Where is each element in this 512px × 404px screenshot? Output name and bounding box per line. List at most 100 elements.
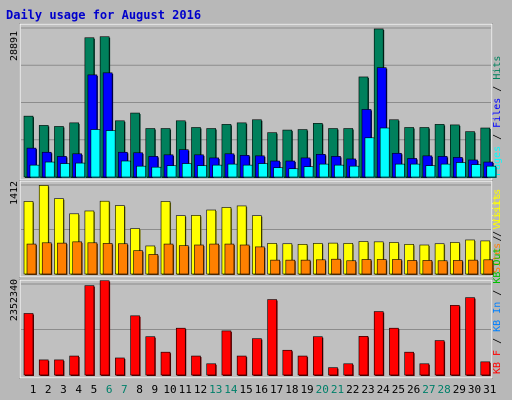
bar-sites-day-19 [300,259,311,275]
bar-sites-day-21 [331,258,341,275]
bar-pages-day-29 [456,162,466,178]
x-tick-label: 9 [151,383,158,396]
bar-pages-day-20 [318,163,329,178]
x-tick-label: 12 [194,383,207,396]
bar-kb-f-day-13 [206,363,217,376]
bar-pages-day-27 [425,165,436,178]
bar-sites-day-1 [26,243,37,275]
bar-sites-day-28 [437,260,448,275]
legend-entry: Hits [492,56,503,80]
bar-pages-day-15 [242,164,253,178]
legend-entry: KB Out [492,248,503,284]
x-tick-label: 26 [407,383,420,396]
bar-pages-day-31 [486,165,497,178]
panel-hits-files-pages: 28891 Pages / Files / Hits [9,23,503,181]
x-tick-label: 11 [179,383,192,396]
bar-sites-day-22 [346,260,357,275]
bar-kb-f-day-21 [328,367,338,376]
legend-entry: Files [492,98,503,128]
bar-kb-f-day-30 [465,297,475,376]
bar-pages-day-1 [29,164,40,178]
max-value-label: 1412 [9,181,20,205]
x-tick-label: 28 [437,383,450,396]
bar-kb-f-day-23 [358,336,369,376]
bar-sites-day-7 [118,243,128,275]
bar-kb-f-day-15 [236,355,247,376]
bar-sites-day-16 [255,246,265,275]
bar-kb-f-day-16 [252,338,262,376]
bar-pages-day-28 [440,163,451,178]
legend-entry: Pages [492,146,503,176]
x-tick-label: 22 [346,383,359,396]
x-tick-label: 14 [224,383,238,396]
bar-pages-day-21 [334,164,344,178]
legend-entry: KB F [492,350,503,374]
bar-pages-day-24 [379,127,390,178]
bar-kb-f-day-6 [99,280,110,376]
bar-sites-day-17 [270,259,280,275]
bar-pages-day-13 [212,164,223,178]
bar-kb-f-day-26 [404,351,414,376]
bar-sites-day-11 [178,245,189,275]
x-tick-label: 8 [136,383,143,396]
x-tick-label: 13 [209,383,222,396]
legend-entry: Sites [492,243,503,273]
bar-sites-day-31 [483,259,494,275]
max-value-label: 2352340 [9,279,20,321]
x-tick-label: 27 [422,383,435,396]
bar-sites-day-27 [422,260,433,275]
bar-kb-f-day-18 [282,349,293,376]
bar-pages-day-6 [105,130,116,178]
bar-sites-day-13 [209,243,220,275]
bar-sites-day-23 [361,259,372,275]
bar-kb-f-day-1 [23,313,34,376]
x-tick-label: 18 [285,383,298,396]
bar-pages-day-17 [273,167,283,178]
legend-entry: / [492,128,503,146]
bar-kb-f-day-7 [115,357,125,376]
bar-pages-day-4 [75,162,85,178]
bar-sites-day-26 [407,260,417,275]
x-tick-label: 29 [453,383,466,396]
legend-entry: Visits [492,189,503,225]
chart-panels: 28891 Pages / Files / Hits 1412 Sites / Vis… [9,23,503,379]
bar-kb-f-day-9 [145,336,156,376]
bar-pages-day-22 [349,165,360,178]
bar-kb-f-day-28 [434,340,445,376]
x-tick-label: 2 [45,383,52,396]
x-tick-label: 6 [106,383,113,396]
chart-title: Daily usage for August 2016 [6,8,201,22]
bar-sites-day-8 [133,250,143,275]
bar-kb-f-day-11 [175,327,186,376]
bar-kb-f-day-20 [312,336,323,376]
legend-kbytes: KB F / KB In / KB Out / Visits [492,193,503,374]
bar-sites-day-10 [163,243,174,275]
bar-kb-f-day-3 [54,359,64,376]
bar-kb-f-day-29 [450,305,460,376]
bar-kb-f-day-2 [38,359,49,376]
bar-kb-f-day-27 [419,363,430,376]
bar-kb-f-day-4 [69,355,79,376]
bar-sites-day-3 [57,242,67,275]
legend-entry: / [492,229,503,247]
bar-sites-day-29 [453,260,463,275]
x-tick-label: 5 [91,383,98,396]
max-value-label: 28891 [9,31,20,61]
bar-pages-day-16 [258,163,268,178]
x-tick-label: 19 [300,383,313,396]
bar-sites-day-25 [392,259,402,275]
bar-pages-day-19 [303,166,314,178]
bar-pages-day-30 [471,164,481,178]
x-tick-label: 15 [240,383,253,396]
bar-pages-day-5 [90,129,101,178]
bar-sites-day-5 [87,242,98,275]
x-tick-label: 21 [331,383,344,396]
bars-hits-files-pages [23,28,497,178]
bar-kb-f-day-17 [267,299,277,376]
bar-kb-f-day-19 [297,355,308,376]
bar-sites-day-18 [285,259,296,275]
bar-kb-f-day-10 [160,351,171,376]
bar-pages-day-2 [44,161,55,178]
bar-kb-f-day-14 [221,330,232,376]
